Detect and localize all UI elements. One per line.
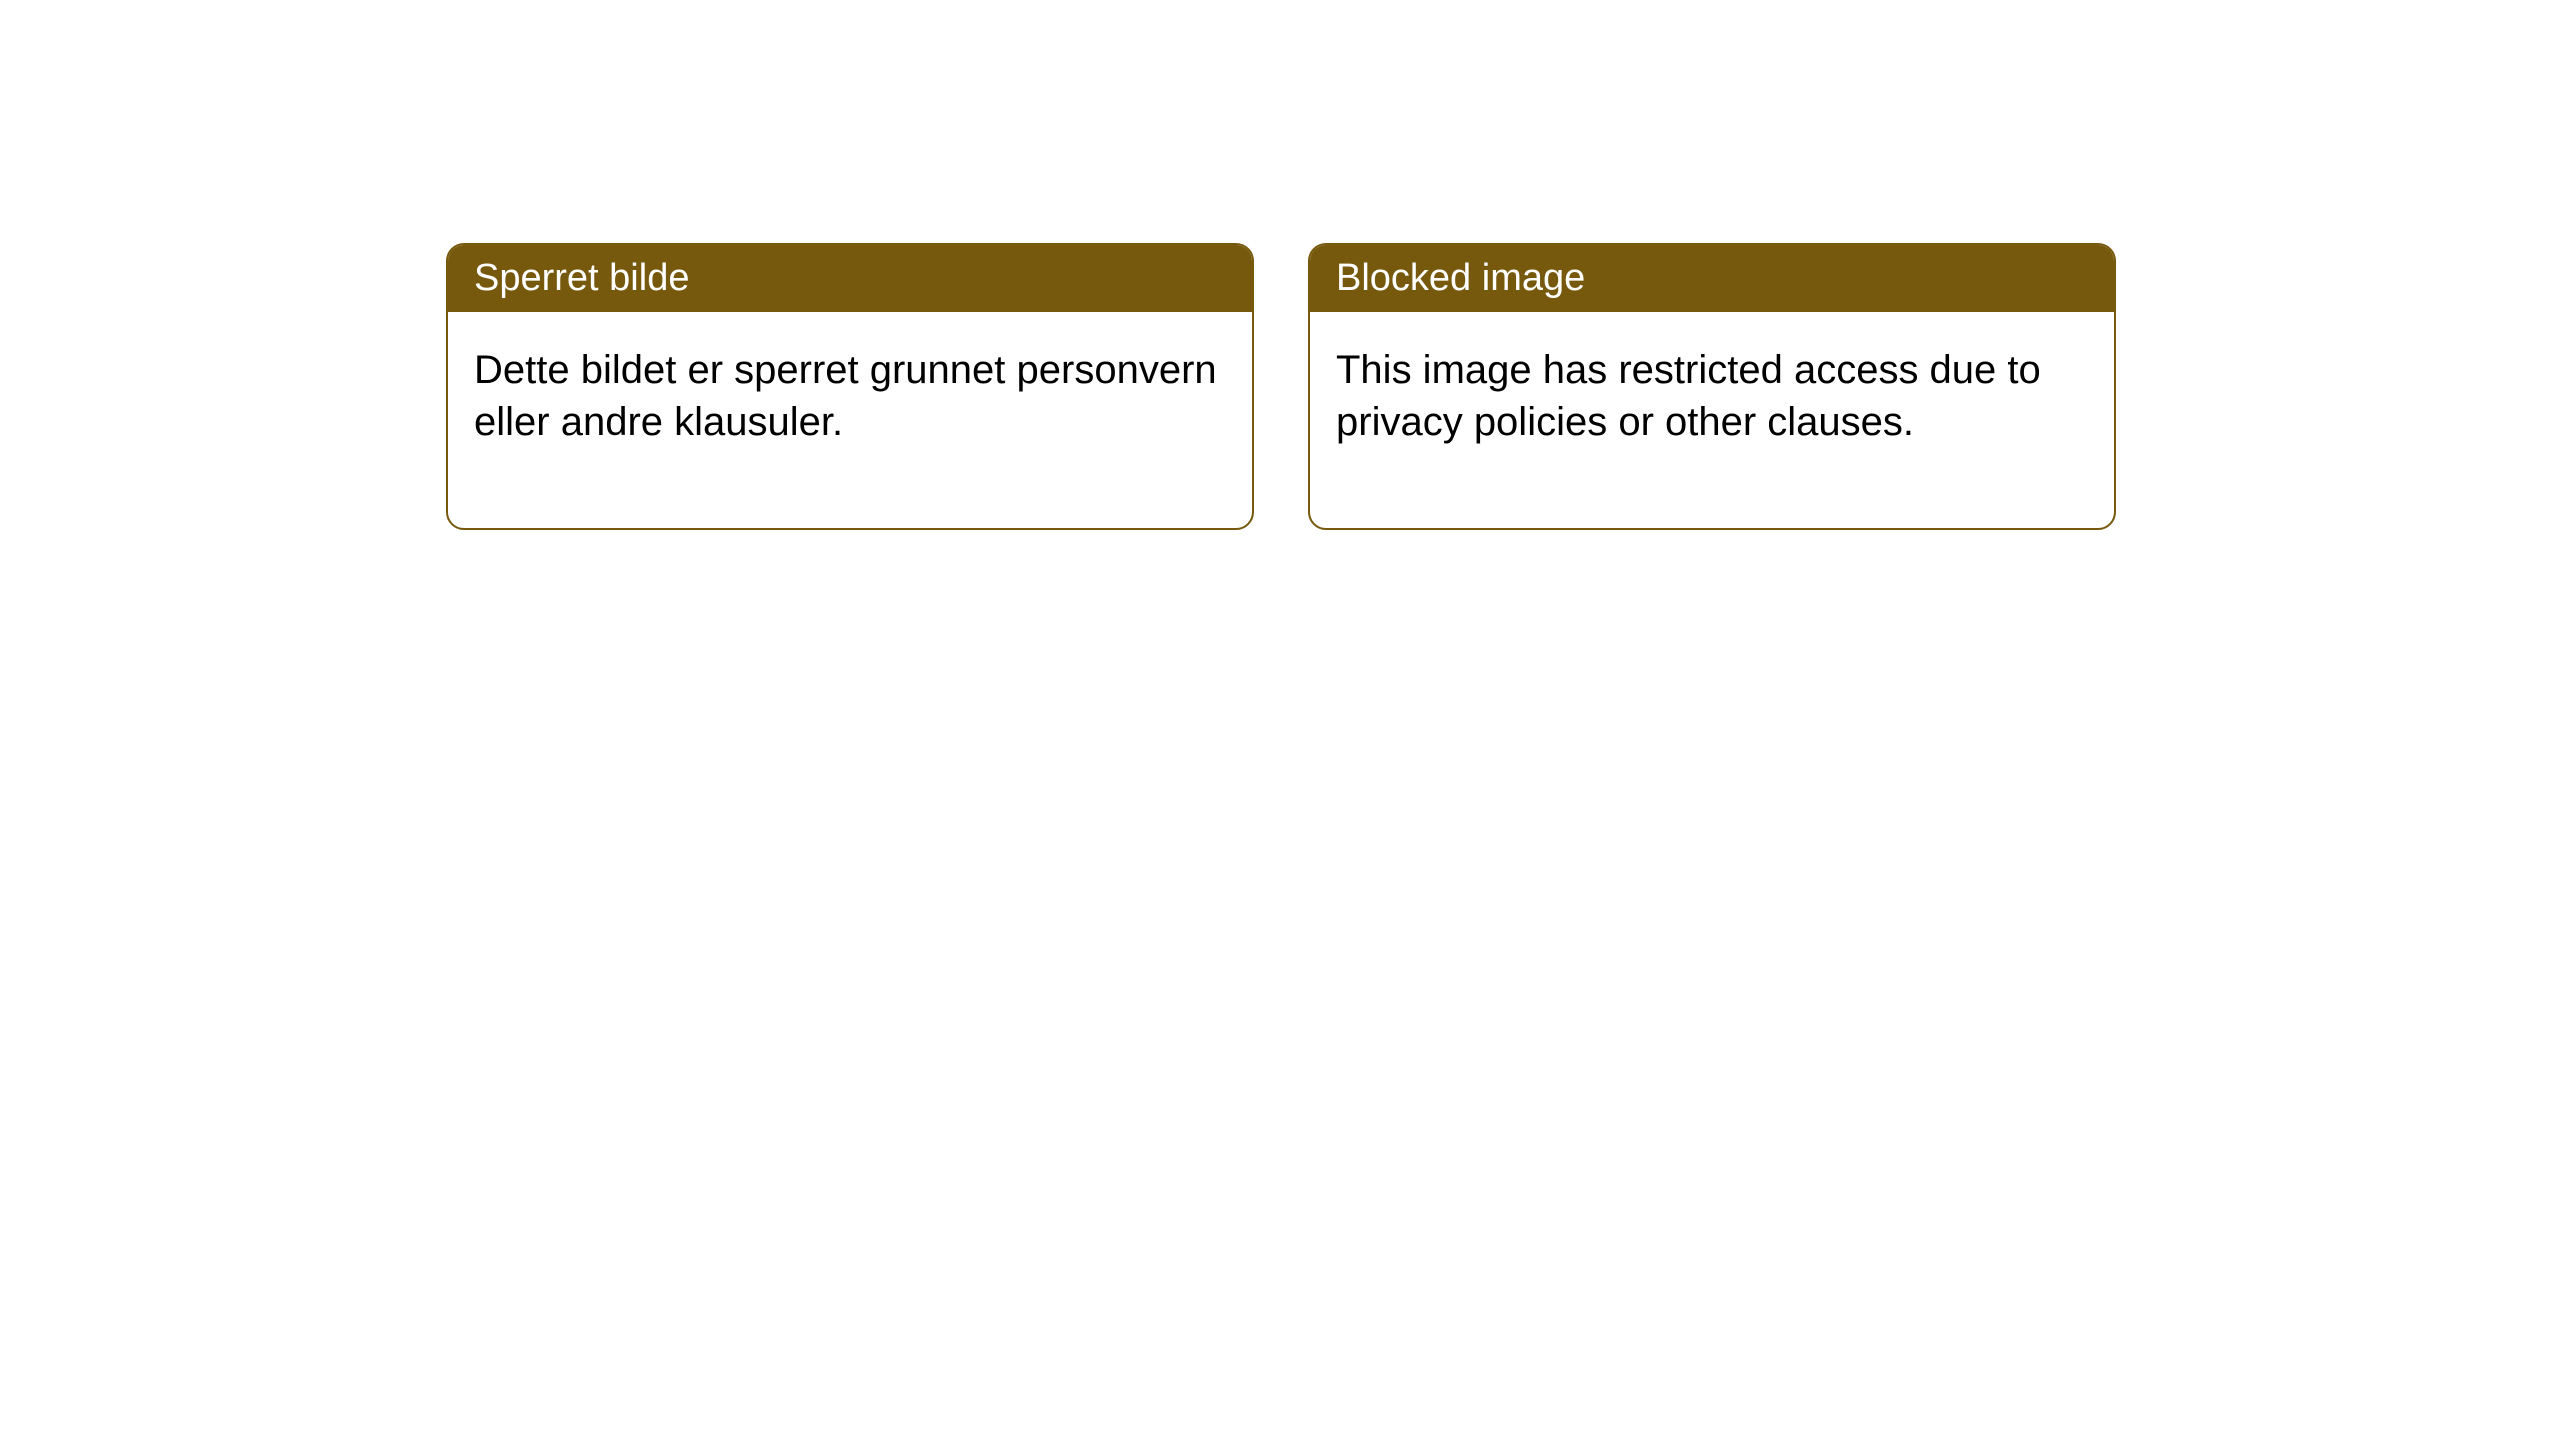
notice-title: Blocked image [1336, 257, 1585, 299]
notice-header: Blocked image [1310, 245, 2114, 312]
notice-box-norwegian: Sperret bilde Dette bildet er sperret gr… [446, 243, 1254, 530]
notice-text: This image has restricted access due to … [1336, 348, 2041, 444]
notices-container: Sperret bilde Dette bildet er sperret gr… [0, 0, 2560, 530]
notice-body: Dette bildet er sperret grunnet personve… [448, 312, 1252, 528]
notice-text: Dette bildet er sperret grunnet personve… [474, 348, 1217, 444]
notice-header: Sperret bilde [448, 245, 1252, 312]
notice-title: Sperret bilde [474, 257, 689, 299]
notice-body: This image has restricted access due to … [1310, 312, 2114, 528]
notice-box-english: Blocked image This image has restricted … [1308, 243, 2116, 530]
